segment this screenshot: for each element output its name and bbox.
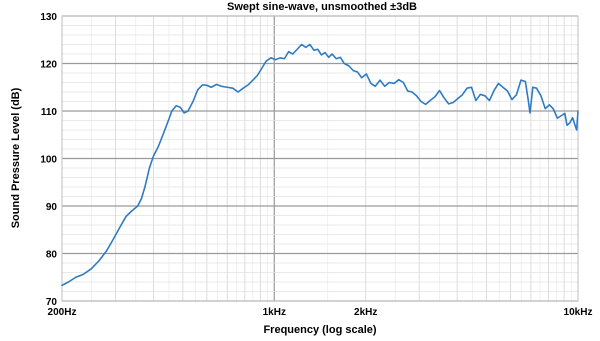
grid <box>62 15 578 302</box>
chart-title: Swept sine-wave, unsmoothed ±3dB <box>227 1 417 13</box>
y-tick-label: 110 <box>41 107 58 118</box>
y-tick-label: 70 <box>46 297 58 308</box>
y-tick-label: 130 <box>40 12 57 23</box>
response-line <box>61 43 579 287</box>
y-axis-label: Sound Pressure Level (dB) <box>10 87 22 228</box>
series-layer <box>61 43 579 287</box>
x-tick-labels: 200Hz 1kHz 2kHz 10kHz <box>48 307 593 318</box>
x-tick-label: 2kHz <box>354 307 377 318</box>
y-tick-label: 100 <box>40 155 57 166</box>
y-tick-label: 120 <box>40 60 57 71</box>
y-tick-label: 80 <box>46 250 58 261</box>
plot-frame <box>61 15 579 302</box>
x-axis-label: Frequency (log scale) <box>263 324 376 336</box>
x-tick-label: 10kHz <box>564 307 593 318</box>
y-tick-label: 90 <box>46 202 58 213</box>
x-tick-label: 200Hz <box>48 307 77 318</box>
y-tick-labels: 70 80 90 100 110 120 130 <box>40 12 57 308</box>
x-tick-label: 1kHz <box>263 307 286 318</box>
